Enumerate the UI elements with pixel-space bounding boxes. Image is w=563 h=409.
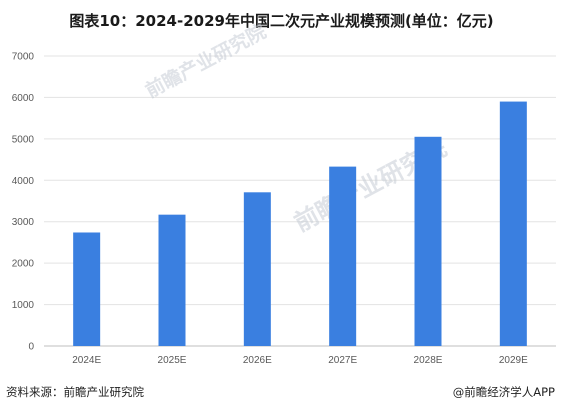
x-tick-label: 2026E bbox=[243, 355, 272, 366]
footer: 资料来源：前瞻产业研究院 @前瞻经济学人APP bbox=[0, 384, 563, 402]
x-tick-label: 2027E bbox=[328, 355, 357, 366]
gridlines bbox=[44, 55, 556, 347]
bar-2029E bbox=[499, 101, 527, 346]
watermark-text: 前瞻产业研究院 bbox=[142, 20, 270, 103]
bar-2028E bbox=[414, 136, 442, 346]
bar-2027E bbox=[329, 166, 357, 346]
bar-2024E bbox=[73, 232, 101, 346]
bar-chart: 前瞻产业研究院 前瞻产业研究院 0 1000 2000 3000 4000 5000 600… bbox=[12, 20, 556, 366]
y-tick-label: 5000 bbox=[12, 134, 35, 145]
y-tick-label: 4000 bbox=[12, 176, 35, 187]
y-tick-label: 6000 bbox=[12, 93, 35, 104]
bar-2025E bbox=[158, 214, 186, 346]
bars bbox=[73, 101, 527, 346]
y-tick-label: 7000 bbox=[12, 52, 35, 63]
y-tick-label: 2000 bbox=[12, 259, 35, 270]
x-tick-label: 2028E bbox=[414, 355, 443, 366]
watermarks: 前瞻产业研究院 前瞻产业研究院 bbox=[142, 20, 452, 238]
y-tick-label: 1000 bbox=[12, 300, 35, 311]
x-tick-label: 2024E bbox=[72, 355, 101, 366]
chart-title: 图表10：2024-2029年中国二次元产业规模预测(单位：亿元) bbox=[69, 12, 494, 30]
y-tick-labels: 0 1000 2000 3000 4000 5000 6000 7000 bbox=[12, 52, 35, 353]
bar-2026E bbox=[243, 192, 271, 346]
y-tick-label: 3000 bbox=[12, 217, 35, 228]
x-tick-label: 2025E bbox=[158, 355, 187, 366]
brand-credit: @前瞻经济学人APP bbox=[452, 385, 555, 399]
source-note: 资料来源：前瞻产业研究院 bbox=[6, 385, 144, 399]
x-tick-label: 2029E bbox=[499, 355, 528, 366]
y-tick-label: 0 bbox=[28, 342, 34, 353]
x-tick-labels: 2024E 2025E 2026E 2027E 2028E 2029E bbox=[72, 355, 528, 366]
